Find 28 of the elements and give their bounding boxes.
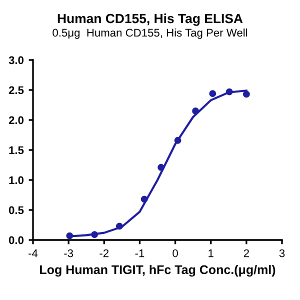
y-tick-label: 2.0 (8, 116, 24, 124)
y-tick-label: 0.0 (8, 236, 24, 244)
x-tick-label: -4 (28, 249, 38, 258)
point (66, 232, 74, 240)
point (140, 196, 148, 203)
x-tick-label: -3 (64, 249, 74, 258)
point (116, 222, 123, 230)
chart-subtitle: 0.5μg Human CD155, His Tag Per Well (52, 28, 248, 39)
x-tick-label: 0 (172, 249, 178, 258)
point (226, 88, 233, 96)
point (242, 90, 250, 98)
y-tick-label: 2.5 (8, 86, 24, 94)
y-tick-label: 0.5 (8, 206, 24, 214)
chart-title: Human CD155, His Tag ELISA (58, 14, 243, 26)
point (209, 90, 216, 98)
x-tick-label: 1 (208, 249, 214, 258)
y-tick-label: 3.0 (8, 56, 24, 64)
x-tick-label: -1 (135, 249, 144, 258)
x-tick-label: 2 (244, 249, 249, 258)
y-tick-label: 1.0 (9, 176, 24, 184)
point (158, 164, 165, 171)
y-tick-label: 1.5 (9, 146, 24, 154)
point (174, 136, 182, 144)
x-tick-label: -2 (100, 249, 109, 258)
x-tick-label: 3 (279, 249, 285, 258)
point (192, 108, 200, 114)
x-axis-title: Log Human TIGIT, hFc Tag Conc.(μg/ml) (40, 264, 276, 277)
point (91, 231, 98, 238)
